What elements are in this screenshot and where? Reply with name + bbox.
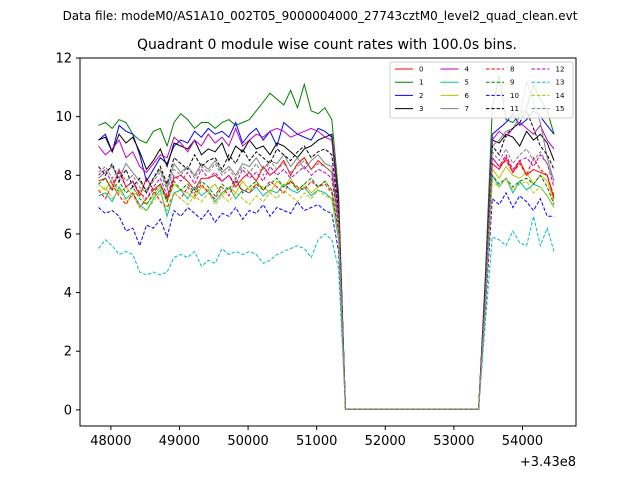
series-line-9 [98,173,555,410]
x-tick-label: 53000 [433,434,474,449]
series-line-7 [98,79,555,410]
legend-label: 12 [556,66,565,74]
y-tick-label: 2 [64,345,72,360]
series-line-14 [98,177,555,410]
series-line-1 [98,75,555,410]
x-offset-label: +3.43e8 [520,455,576,470]
legend-box [389,61,574,119]
x-tick-label: 51000 [296,434,337,449]
series-line-12 [98,153,555,410]
legend-label: 8 [510,66,514,74]
y-tick-label: 10 [55,110,72,125]
legend-label: 15 [556,105,565,113]
series-line-10 [98,191,554,410]
series-line-11 [98,109,555,410]
series-line-4 [98,121,555,410]
chart-title: Quadrant 0 module wise count rates with … [137,37,517,53]
suptitle: Data file: modeM0/AS1A10_002T05_90000040… [63,9,578,23]
y-tick-label: 4 [64,286,72,301]
x-tick-label: 54000 [502,434,543,449]
legend-label: 7 [465,105,469,113]
y-axis: 0 2 4 6 8 10 12 [55,52,80,418]
legend-label: 13 [556,79,565,87]
legend-label: 5 [465,79,469,87]
plot-lines [98,75,555,410]
legend-label: 10 [510,92,519,100]
y-tick-label: 12 [55,52,72,67]
series-line-2 [98,110,555,410]
legend-label: 2 [419,92,423,100]
series-line-3 [98,130,555,410]
legend-label: 14 [556,92,565,100]
series-line-8 [98,156,555,410]
x-tick-label: 52000 [365,434,406,449]
legend-label: 0 [419,66,423,74]
legend-label: 9 [510,79,514,87]
x-axis: 48000 49000 50000 51000 52000 53000 54000 [90,426,543,449]
legend-label: 11 [510,105,519,113]
y-tick-label: 8 [64,169,72,184]
y-tick-label: 0 [64,403,72,418]
series-line-15 [98,147,555,410]
y-tick-label: 6 [64,227,72,242]
plot-frame [79,57,577,427]
series-line-13 [98,216,555,410]
x-tick-label: 50000 [227,434,268,449]
x-tick-label: 49000 [159,434,200,449]
legend-label: 1 [419,79,423,87]
legend-label: 4 [465,66,470,74]
legend-label: 6 [465,92,470,100]
legend-label: 3 [419,105,423,113]
x-tick-label: 48000 [90,434,131,449]
series-line-6 [98,165,555,410]
